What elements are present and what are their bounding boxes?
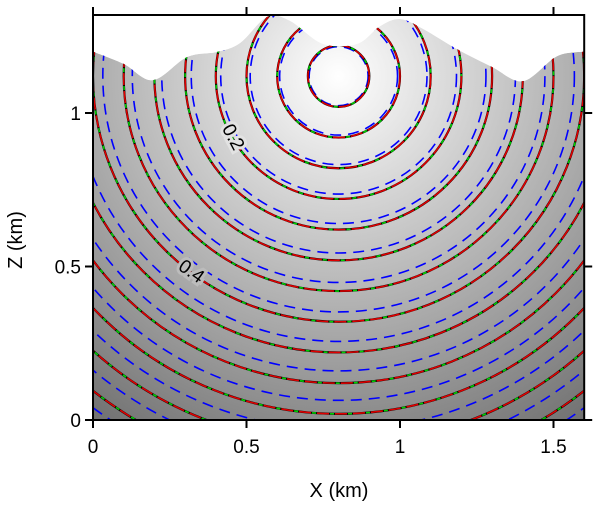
- y-axis-label: Z (km): [5, 211, 27, 269]
- contour-red-dashed: [184, 15, 493, 231]
- contour-green-dashed: [184, 15, 493, 231]
- contour-red-dashed: [276, 15, 401, 139]
- x-tick-label: 1.5: [540, 437, 566, 458]
- contour-red-dashed: [93, 15, 585, 323]
- contour-green-dashed: [122, 15, 555, 292]
- y-tick-label: 0: [70, 411, 81, 432]
- x-tick-label: 0.5: [233, 437, 259, 458]
- contour-blue-dashed: [190, 15, 487, 225]
- plot-frame: [92, 14, 586, 421]
- contour-red-dashed: [245, 15, 432, 170]
- contour-red-dashed: [93, 15, 585, 354]
- contour-blue-dashed: [308, 45, 369, 107]
- contour-blue-dashed: [131, 15, 546, 284]
- x-axis-label: X (km): [310, 480, 369, 502]
- contour-green-dashed: [215, 15, 463, 200]
- x-tick-label: 1: [395, 437, 406, 458]
- axes: 0 0.5 1 1.5 0 0.5 1: [55, 7, 593, 458]
- contour-red-dashed: [93, 15, 585, 415]
- contour-blue-dashed: [219, 15, 458, 195]
- x-tick-label: 0: [88, 437, 99, 458]
- y-tick-label: 0.5: [55, 258, 81, 279]
- contour-blue-dashed: [93, 15, 585, 402]
- y-tick-label: 1: [70, 104, 81, 125]
- contour-blue-dashed: [93, 15, 585, 343]
- travel-time-shading: [93, 15, 585, 421]
- contour-blue-dashed: [249, 15, 428, 166]
- contour-blue-dashed: [102, 15, 576, 313]
- contour-green-dashed: [93, 15, 585, 384]
- contour-red-dashed: [122, 15, 555, 292]
